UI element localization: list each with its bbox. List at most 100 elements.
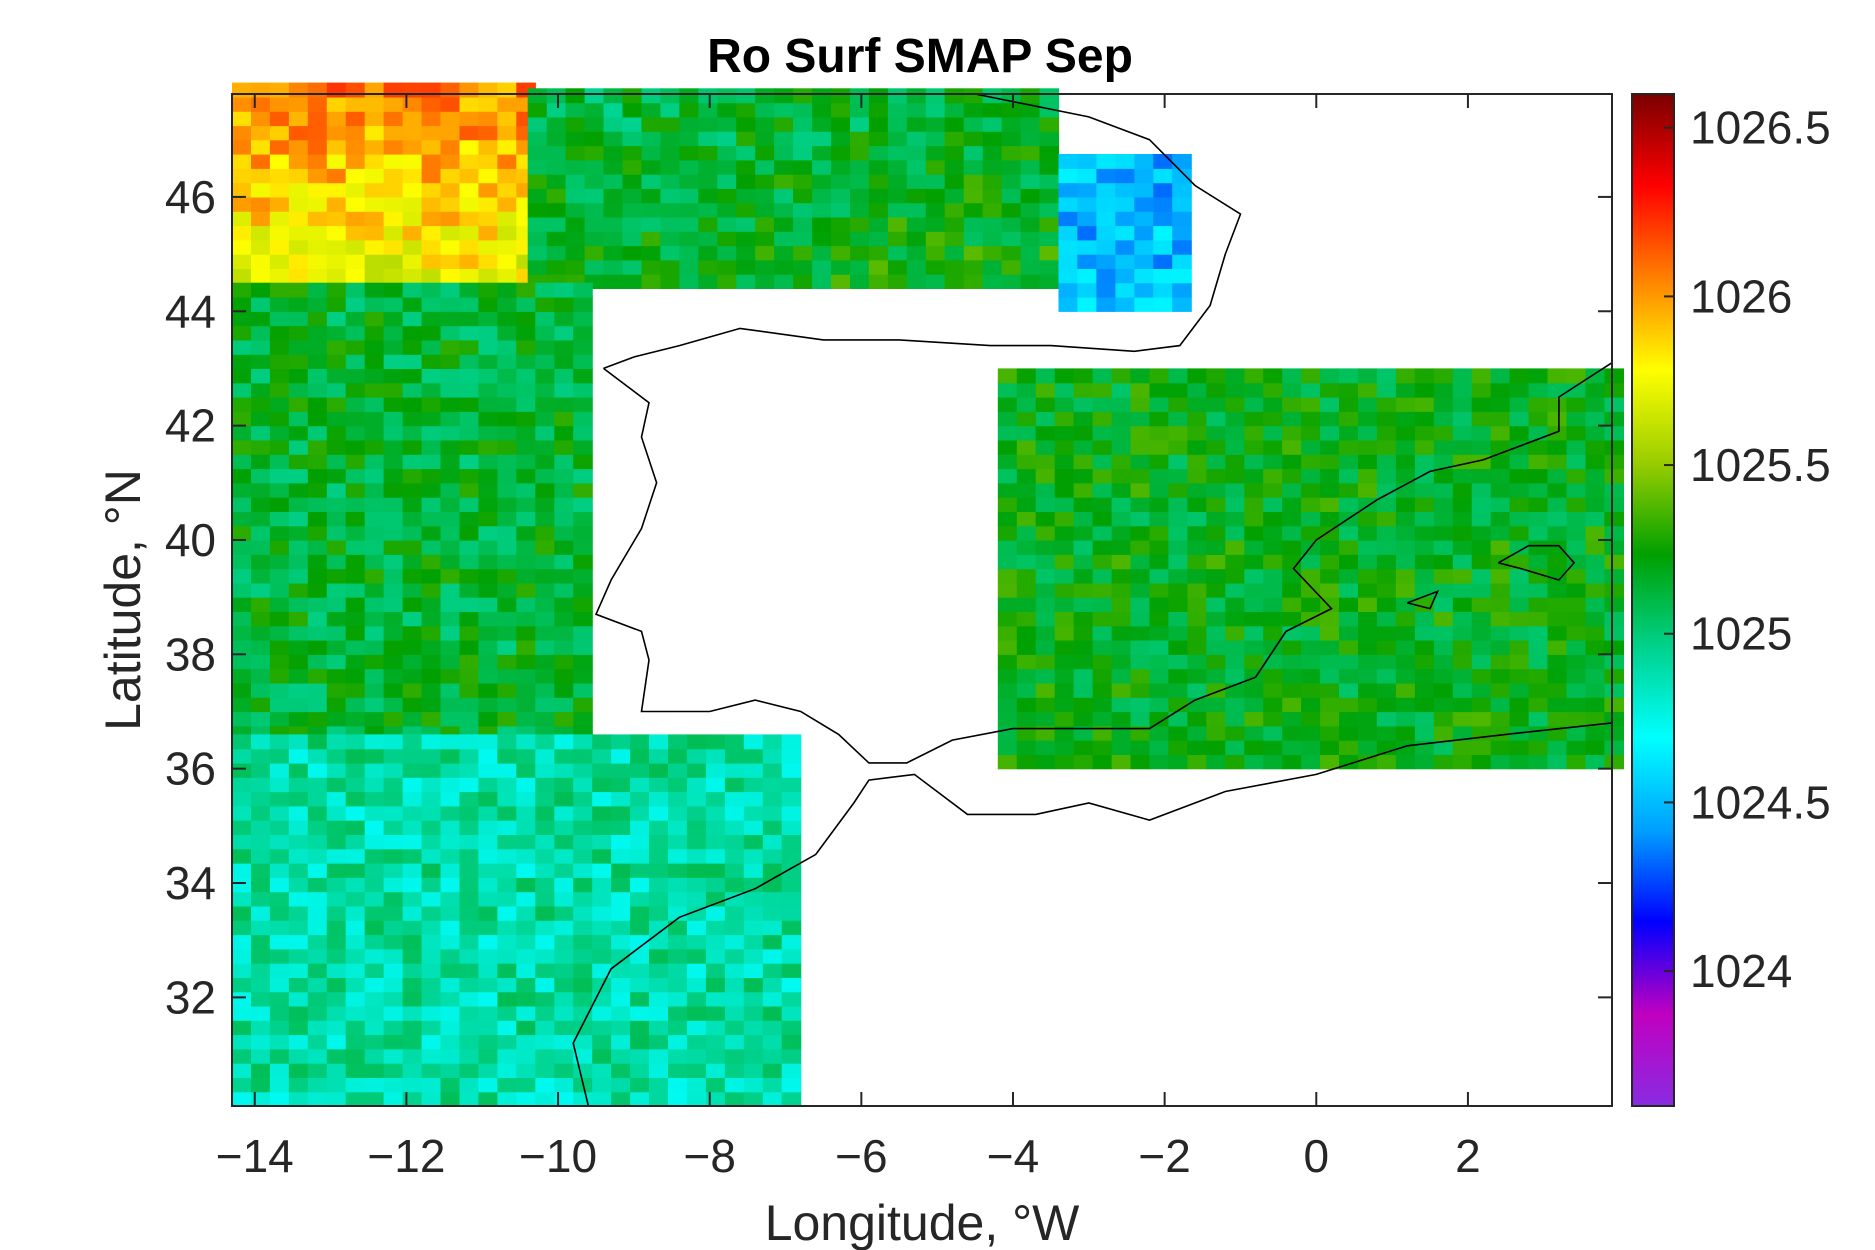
heatmap-cell	[1339, 611, 1359, 627]
heatmap-cell	[1035, 582, 1056, 598]
heatmap-cell	[1244, 425, 1264, 441]
heatmap-cell	[1168, 582, 1188, 598]
heatmap-cell	[269, 777, 290, 793]
heatmap-cell	[649, 1005, 669, 1021]
heatmap-cell	[1490, 454, 1511, 470]
heatmap-cell	[925, 188, 946, 204]
y-tick-label: 42	[165, 400, 216, 452]
heatmap-cell	[554, 734, 574, 750]
heatmap-cell	[307, 397, 328, 412]
heatmap-cell	[1301, 468, 1321, 484]
heatmap-cell	[1263, 611, 1283, 627]
heatmap-cell	[831, 202, 851, 218]
heatmap-cell	[1054, 439, 1075, 455]
heatmap-cell	[402, 211, 423, 227]
heatmap-cell	[781, 805, 802, 821]
heatmap-cell	[1547, 525, 1568, 541]
heatmap-cell	[535, 1077, 555, 1093]
heatmap-cell	[1263, 597, 1283, 612]
heatmap-cell	[497, 762, 517, 778]
heatmap-cell	[1471, 425, 1492, 441]
heatmap-cell	[781, 762, 802, 778]
heatmap-cell	[660, 274, 680, 289]
heatmap-cell	[1225, 439, 1245, 455]
heatmap-cell	[535, 920, 555, 936]
heatmap-cell	[535, 682, 555, 698]
heatmap-cell	[554, 425, 574, 441]
heatmap-cell	[459, 339, 480, 355]
heatmap-cell	[364, 654, 385, 670]
y-axis-label: Latitude, °N	[95, 469, 151, 731]
heatmap-cell	[440, 848, 461, 864]
heatmap-cell	[1130, 425, 1151, 441]
heatmap-cell	[527, 259, 548, 275]
heatmap-cell	[459, 397, 480, 412]
heatmap-cell	[1149, 554, 1170, 570]
heatmap-cell	[1073, 597, 1094, 612]
heatmap-cell	[402, 111, 423, 127]
heatmap-cell	[326, 625, 347, 641]
heatmap-cell	[232, 225, 252, 241]
heatmap-cell	[440, 368, 461, 384]
heatmap-cell	[421, 1005, 442, 1021]
heatmap-cell	[497, 525, 517, 541]
heatmap-cell	[269, 268, 290, 284]
heatmap-cell	[326, 791, 347, 807]
heatmap-cell	[698, 145, 718, 161]
heatmap-cell	[364, 111, 385, 127]
heatmap-cell	[516, 354, 536, 369]
heatmap-cell	[1168, 368, 1188, 384]
heatmap-cell	[269, 891, 290, 907]
heatmap-cell	[251, 125, 271, 141]
heatmap-cell	[963, 174, 984, 189]
heatmap-cell	[1301, 582, 1321, 598]
heatmap-cell	[850, 88, 870, 104]
heatmap-cell	[1376, 582, 1397, 598]
heatmap-cell	[1547, 411, 1568, 427]
heatmap-cell	[497, 920, 517, 936]
heatmap-cell	[516, 468, 536, 484]
heatmap-cell	[364, 848, 385, 864]
heatmap-cell	[459, 1048, 480, 1064]
heatmap-cell	[831, 159, 851, 175]
heatmap-cell	[963, 216, 984, 232]
heatmap-cell	[686, 848, 707, 864]
heatmap-cell	[592, 820, 612, 835]
heatmap-cell	[812, 131, 832, 147]
heatmap-cell	[497, 734, 517, 750]
heatmap-cell	[440, 354, 461, 369]
heatmap-cell	[1604, 468, 1624, 484]
heatmap-cell	[705, 963, 726, 978]
heatmap-cell	[1358, 511, 1378, 527]
heatmap-cell	[345, 339, 366, 355]
heatmap-cell	[1035, 411, 1056, 427]
colorbar-tick-label: 1025.5	[1690, 439, 1831, 491]
heatmap-cell	[497, 282, 517, 298]
heatmap-cell	[1115, 268, 1135, 284]
heatmap-cell	[1225, 668, 1245, 684]
heatmap-cell	[402, 948, 423, 964]
heatmap-cell	[326, 991, 347, 1007]
heatmap-cell	[478, 891, 498, 907]
heatmap-cell	[527, 202, 548, 218]
heatmap-cell	[1225, 411, 1245, 427]
heatmap-cell	[1320, 411, 1340, 427]
heatmap-cell	[345, 368, 366, 384]
heatmap-cell	[251, 762, 271, 778]
heatmap-cell	[269, 977, 290, 993]
heatmap-cell	[269, 1063, 290, 1078]
heatmap-cell	[592, 963, 612, 978]
heatmap-cell	[307, 354, 328, 369]
heatmap-cell	[1187, 611, 1207, 627]
heatmap-cell	[1376, 682, 1397, 698]
heatmap-cell	[1320, 740, 1340, 755]
heatmap-cell	[535, 525, 555, 541]
heatmap-cell	[630, 934, 650, 950]
heatmap-cell	[1073, 425, 1094, 441]
heatmap-cell	[1433, 468, 1454, 484]
heatmap-cell	[1528, 439, 1549, 455]
heatmap-cell	[1016, 754, 1037, 770]
heatmap-cell	[402, 568, 423, 584]
heatmap-cell	[611, 777, 631, 793]
heatmap-cell	[1433, 740, 1454, 755]
